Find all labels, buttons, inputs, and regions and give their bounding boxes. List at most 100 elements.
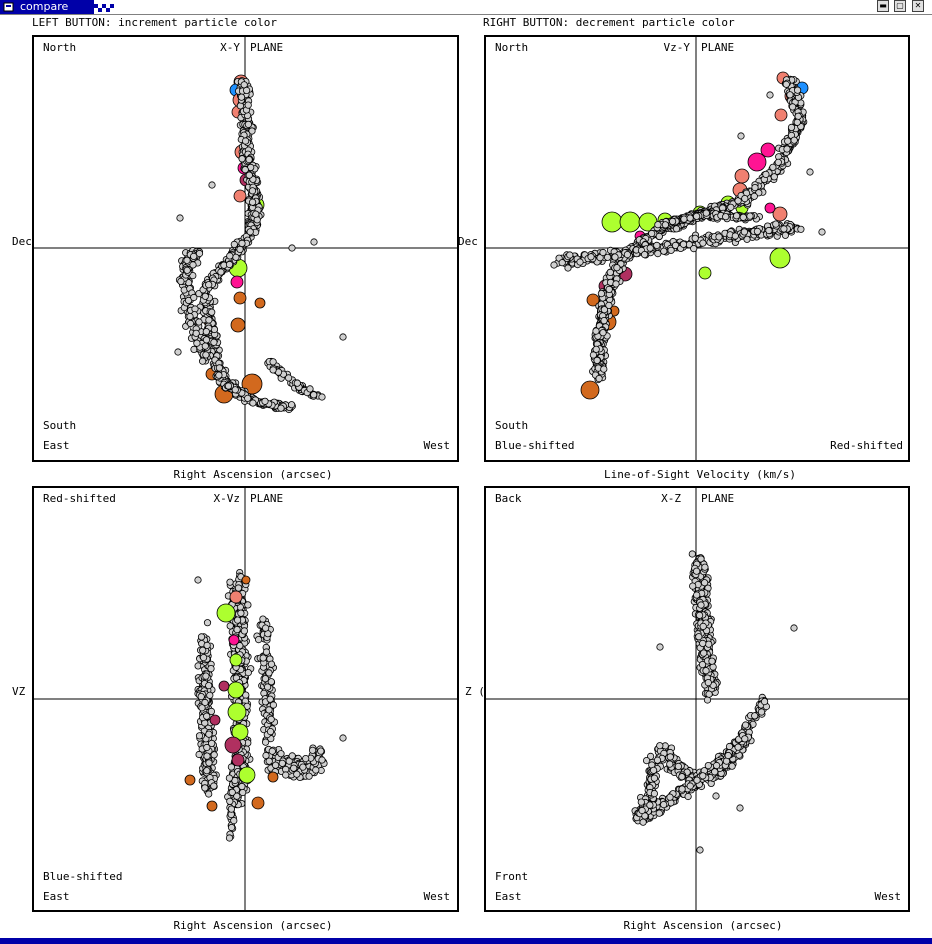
particle	[194, 576, 202, 584]
particle	[266, 727, 275, 736]
panel-xvz-bottom-right: West	[424, 890, 451, 903]
window-title: compare	[20, 0, 69, 13]
particle	[595, 374, 603, 383]
particle	[242, 137, 250, 145]
particle	[259, 654, 267, 662]
particle	[252, 210, 260, 218]
particle	[237, 93, 246, 101]
particle	[709, 663, 717, 671]
particle	[566, 251, 574, 259]
particle	[586, 293, 600, 307]
particle	[218, 680, 230, 692]
particle	[206, 691, 214, 699]
particle	[734, 743, 742, 751]
particle	[265, 706, 273, 714]
particle	[261, 397, 269, 405]
particle	[244, 668, 252, 677]
particle	[308, 746, 317, 754]
particle	[734, 168, 750, 184]
particle	[210, 751, 218, 759]
particle	[193, 339, 201, 347]
window-menu-icon[interactable]	[2, 0, 16, 14]
particle	[265, 669, 273, 677]
particle	[666, 793, 674, 801]
particle	[248, 127, 256, 135]
particle	[728, 762, 736, 770]
particle	[203, 619, 212, 627]
particle	[268, 747, 276, 755]
particle	[655, 232, 663, 240]
particle	[655, 809, 663, 817]
particle	[305, 772, 313, 780]
particle	[195, 732, 204, 740]
particle	[278, 759, 286, 767]
particle	[310, 238, 318, 246]
maximize-icon[interactable]: ▢	[894, 0, 906, 12]
particle	[318, 393, 326, 401]
particle	[695, 633, 703, 641]
particle	[695, 611, 704, 619]
left-button-instruction: LEFT BUTTON: increment particle color	[32, 16, 277, 29]
minimize-icon[interactable]: ▬	[877, 0, 889, 12]
particle	[227, 805, 235, 813]
particle	[769, 247, 791, 269]
particle	[656, 742, 664, 750]
particle	[699, 639, 707, 648]
particle	[751, 184, 759, 192]
particle	[184, 774, 196, 786]
panel-vzy-top-left: North	[495, 41, 528, 54]
particle	[208, 739, 216, 748]
particle	[231, 753, 245, 767]
particle	[234, 584, 243, 592]
particle	[231, 386, 239, 394]
panel-xy-bottom-right: West	[424, 439, 451, 452]
plot-canvas[interactable]: LEFT BUTTON: increment particle color RI…	[0, 14, 932, 938]
particle	[600, 365, 608, 373]
particle	[593, 356, 601, 364]
particle	[686, 214, 694, 222]
particle	[199, 646, 207, 654]
particle	[769, 163, 777, 171]
particle	[190, 293, 198, 302]
panel-xy[interactable]: North X-Y PLANE South East West Dec Righ…	[12, 35, 459, 481]
particle	[227, 763, 235, 771]
particle	[267, 678, 275, 686]
particle	[757, 708, 766, 716]
particle	[269, 701, 277, 709]
panel-vzy[interactable]: North Vz-Y PLANE South Blue-shifted Red-…	[458, 35, 910, 481]
particle	[265, 757, 273, 765]
close-icon[interactable]: ✕	[912, 0, 924, 12]
particle	[619, 211, 641, 233]
panel-xvz-particles	[184, 568, 347, 842]
particle	[605, 301, 613, 309]
particle	[240, 627, 248, 635]
particle	[197, 692, 205, 701]
particle	[195, 750, 203, 759]
particle	[210, 338, 218, 346]
particle	[783, 145, 791, 153]
particle	[210, 782, 218, 790]
panel-xz[interactable]: Back X-Z PLANE Front East West Z ( Right…	[465, 486, 910, 932]
particle	[727, 203, 735, 211]
particle	[753, 227, 762, 235]
particle	[195, 249, 204, 258]
particle	[231, 723, 249, 741]
particle	[318, 756, 326, 764]
title-bar[interactable]: compare ▬ ▢ ✕	[0, 0, 932, 15]
particle	[189, 271, 197, 280]
particle	[269, 358, 277, 366]
particle	[277, 404, 285, 412]
panel-xy-plane: X-Y	[220, 41, 240, 54]
particle	[200, 653, 208, 662]
particle	[788, 103, 797, 111]
title-tab[interactable]: compare	[0, 0, 94, 14]
panel-xvz[interactable]: Red-shifted X-Vz PLANE Blue-shifted East…	[12, 486, 459, 932]
panel-xz-bottom-left-2: East	[495, 890, 522, 903]
particle	[668, 217, 677, 225]
particle	[712, 761, 721, 770]
particle	[243, 86, 251, 95]
particle	[684, 792, 692, 801]
particle	[646, 244, 654, 252]
particle	[688, 550, 696, 558]
particle	[715, 233, 723, 241]
